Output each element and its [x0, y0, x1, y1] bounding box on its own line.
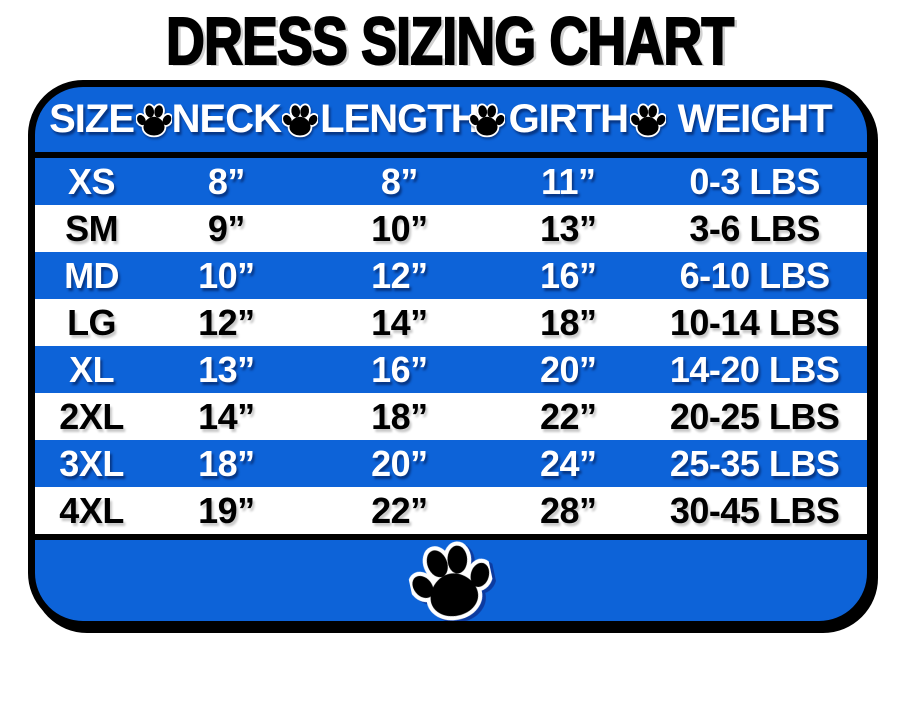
- length-cell: 10”: [371, 208, 428, 249]
- girth-cell: 18”: [540, 302, 597, 343]
- length-cell: 8”: [380, 161, 419, 202]
- weight-cell: 14-20 LBS: [669, 349, 840, 390]
- table-row-3xl: 3XL 18” 20” 24” 25-35 LBS: [35, 440, 867, 487]
- table-body: XS 8” 8” 11” 0-3 LBS SM 9” 10” 13” 3-6 LBS MD 10” 12…: [35, 158, 867, 534]
- neck-cell: 8”: [207, 161, 246, 202]
- neck-cell: 18”: [198, 443, 255, 484]
- size-cell: 2XL: [59, 396, 124, 437]
- neck-cell: 10”: [198, 255, 255, 296]
- girth-cell: 22”: [540, 396, 597, 437]
- weight-cell: 0-3 LBS: [689, 161, 820, 202]
- header-cell-neck: NECK: [171, 97, 282, 141]
- table-row-sm: SM 9” 10” 13” 3-6 LBS: [35, 205, 867, 252]
- girth-cell: 24”: [540, 443, 597, 484]
- table-row-md: MD 10” 12” 16” 6-10 LBS: [35, 252, 867, 299]
- header-cell-weight: WEIGHT: [677, 97, 833, 141]
- table-row-4xl: 4XL 19” 22” 28” 30-45 LBS: [35, 487, 867, 534]
- neck-cell: 9”: [207, 208, 246, 249]
- length-cell: 22”: [371, 490, 428, 531]
- chart-title: DRESS SIZING CHART: [166, 3, 736, 80]
- girth-cell: 28”: [540, 490, 597, 531]
- header-separator-line: [35, 152, 867, 158]
- size-cell: 3XL: [59, 443, 124, 484]
- paw-print-icon: [630, 102, 666, 138]
- weight-cell: 6-10 LBS: [679, 255, 831, 296]
- size-cell: SM: [65, 208, 119, 249]
- paw-print-icon: [402, 532, 499, 628]
- table-row-2xl: 2XL 14” 18” 22” 20-25 LBS: [35, 393, 867, 440]
- chart-title-bar: DRESS SIZING CHART: [0, 3, 900, 80]
- size-cell: MD: [64, 255, 120, 296]
- neck-cell: 14”: [198, 396, 255, 437]
- paw-print-icon: [282, 102, 318, 138]
- paw-print-icon: [136, 102, 172, 138]
- header-cell-girth: GIRTH: [508, 97, 629, 141]
- paw-print-icon: [469, 102, 505, 138]
- weight-cell: 10-14 LBS: [669, 302, 840, 343]
- table-row-xl: XL 13” 16” 20” 14-20 LBS: [35, 346, 867, 393]
- length-cell: 20”: [371, 443, 428, 484]
- table-row-xs: XS 8” 8” 11” 0-3 LBS: [35, 158, 867, 205]
- size-cell: 4XL: [59, 490, 124, 531]
- weight-cell: 20-25 LBS: [669, 396, 840, 437]
- sizing-chart-card: SIZE NECK LENGTH GIRTH WEIGHT XS 8” 8” 11” 0-3 L…: [28, 80, 874, 628]
- header-cell-length: LENGTH: [320, 97, 479, 141]
- girth-cell: 11”: [541, 161, 596, 202]
- footer-separator-line: [35, 534, 867, 540]
- girth-cell: 20”: [540, 349, 597, 390]
- length-cell: 12”: [371, 255, 428, 296]
- size-cell: XL: [69, 349, 115, 390]
- size-cell: LG: [67, 302, 117, 343]
- neck-cell: 19”: [198, 490, 255, 531]
- card-footer: [35, 540, 867, 622]
- weight-cell: 30-45 LBS: [669, 490, 840, 531]
- table-row-lg: LG 12” 14” 18” 10-14 LBS: [35, 299, 867, 346]
- neck-cell: 12”: [198, 302, 255, 343]
- girth-cell: 16”: [540, 255, 597, 296]
- length-cell: 18”: [371, 396, 428, 437]
- header-cell-size: SIZE: [49, 97, 135, 141]
- table-header-row: SIZE NECK LENGTH GIRTH WEIGHT: [35, 87, 867, 152]
- neck-cell: 13”: [198, 349, 255, 390]
- length-cell: 14”: [371, 302, 428, 343]
- weight-cell: 3-6 LBS: [689, 208, 820, 249]
- weight-cell: 25-35 LBS: [669, 443, 840, 484]
- size-cell: XS: [68, 161, 116, 202]
- girth-cell: 13”: [540, 208, 597, 249]
- length-cell: 16”: [371, 349, 428, 390]
